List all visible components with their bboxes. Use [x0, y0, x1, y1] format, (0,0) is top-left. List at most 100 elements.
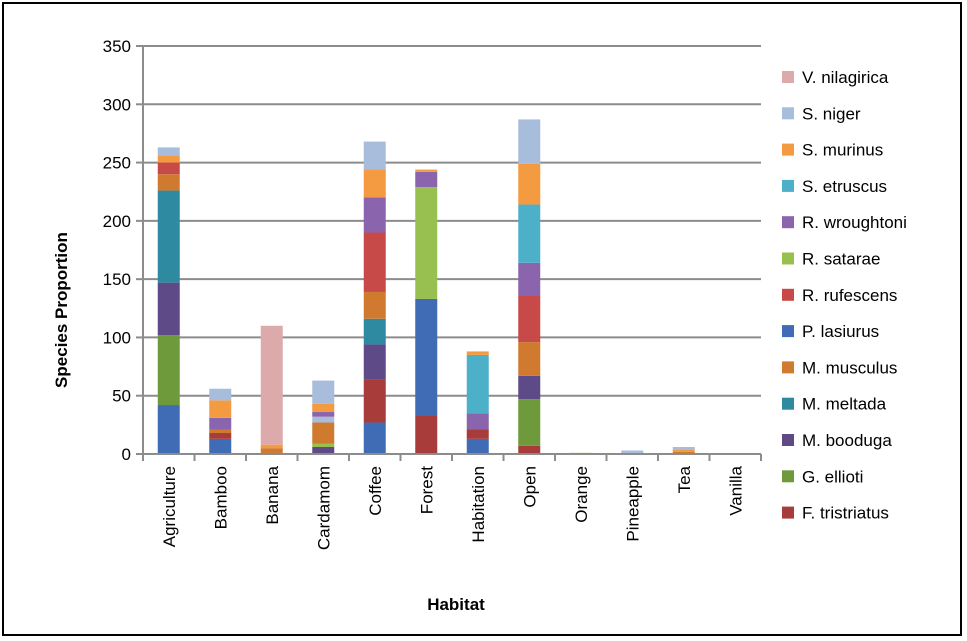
legend-label: P. lasiurus — [802, 322, 879, 341]
axes — [142, 46, 761, 455]
bar-segment — [672, 447, 695, 450]
bar-segment — [518, 163, 541, 205]
bar-stack-open — [518, 119, 541, 454]
legend-swatch — [782, 506, 794, 519]
bar-segment — [518, 262, 541, 296]
bar-segment — [621, 450, 644, 454]
bar-segment — [363, 197, 386, 233]
bar-segment — [209, 438, 232, 454]
bar-segment — [157, 282, 180, 336]
bar-segment — [157, 190, 180, 283]
bar-stack-tea — [672, 447, 695, 454]
bar-stack-coffee — [363, 141, 386, 454]
x-tick-label: Bamboo — [211, 466, 230, 529]
bar-segment — [312, 403, 335, 413]
bar-segment — [518, 204, 541, 263]
bar-segment — [518, 295, 541, 343]
bar-segment — [312, 380, 335, 404]
legend-label: S. murinus — [802, 141, 883, 160]
bar-segment — [363, 318, 386, 345]
bar-stack-habitation — [466, 351, 489, 454]
bar-segment — [157, 335, 180, 406]
bar-segment — [312, 447, 335, 454]
bar-segment — [209, 429, 232, 434]
x-tick-label: Orange — [572, 466, 591, 523]
legend-swatch — [782, 470, 794, 483]
bar-stack-cardamom — [312, 380, 335, 454]
bar-segment — [312, 443, 335, 448]
bar-segment — [518, 342, 541, 376]
bar-segment — [415, 298, 438, 416]
legend-label: F. tristriatus — [802, 504, 889, 523]
y-axis-title: Species Proportion — [52, 232, 71, 388]
legend-label: M. booduga — [802, 431, 892, 450]
bar-segment — [260, 444, 283, 449]
bar-segment — [415, 187, 438, 299]
bar-segment — [209, 433, 232, 439]
bar-segment — [415, 171, 438, 188]
legend-swatch — [782, 216, 794, 229]
legend-swatch — [782, 434, 794, 446]
legend-label: R. wroughtoni — [802, 213, 907, 232]
x-tick-label: Coffee — [366, 466, 385, 516]
bar-segment — [518, 375, 541, 400]
y-tick-label: 50 — [112, 387, 131, 406]
x-axis-title: Habitat — [427, 595, 485, 614]
x-tick-label: Vanilla — [726, 465, 745, 515]
bars — [157, 119, 695, 454]
bar-segment — [672, 449, 695, 452]
bar-segment — [157, 147, 180, 156]
bar-segment — [260, 325, 283, 445]
legend-swatch — [782, 143, 794, 156]
bar-segment — [157, 405, 180, 454]
bar-segment — [415, 169, 438, 172]
legend-swatch — [782, 288, 794, 301]
legend-swatch — [782, 397, 794, 410]
bar-segment — [312, 416, 335, 423]
bar-stack-forest — [415, 169, 438, 454]
legend-label: G. ellioti — [802, 467, 863, 486]
bar-segment — [363, 141, 386, 170]
x-tick-label: Tea — [675, 465, 694, 493]
legend-swatch — [782, 71, 794, 83]
legend-label: S. niger — [802, 104, 861, 123]
x-tick-label: Pineapple — [623, 466, 642, 542]
gridlines — [136, 45, 762, 461]
x-tick-label: Cardamom — [314, 466, 333, 550]
bar-segment — [363, 344, 386, 380]
bar-segment — [466, 413, 489, 430]
bar-segment — [415, 415, 438, 454]
bar-segment — [518, 445, 541, 454]
bar-stack-banana — [260, 325, 283, 454]
legend-label: M. meltada — [802, 395, 887, 414]
bar-segment — [363, 169, 386, 198]
bar-segment — [672, 451, 695, 454]
x-tick-label: Agriculture — [160, 466, 179, 547]
bar-stack-agriculture — [157, 147, 180, 454]
legend-swatch — [782, 325, 794, 338]
bar-segment — [157, 162, 180, 175]
bar-segment — [363, 291, 386, 319]
legend-swatch — [782, 252, 794, 265]
y-tick-label: 250 — [103, 154, 131, 173]
bar-segment — [466, 351, 489, 355]
bar-segment — [363, 232, 386, 292]
bar-segment — [363, 422, 386, 454]
y-tick-label: 200 — [103, 212, 131, 231]
bar-segment — [312, 422, 335, 444]
legend: V. nilagirica S. niger S. murinus S. etrusc… — [782, 68, 907, 523]
legend-swatch — [782, 107, 794, 120]
y-tick-labels: 0 50 100 150 200 250 300 350 — [103, 37, 131, 464]
y-tick-label: 150 — [103, 270, 131, 289]
y-tick-label: 0 — [122, 445, 131, 464]
legend-swatch — [782, 361, 794, 374]
bar-segment — [363, 379, 386, 423]
x-tick-labels: Agriculture Bamboo Banana Cardamom Coffee For… — [160, 465, 746, 550]
bar-segment — [157, 174, 180, 191]
legend-label: R. satarae — [802, 250, 880, 269]
legend-label: S. etruscus — [802, 177, 887, 196]
bar-segment — [209, 388, 232, 401]
bar-segment — [209, 400, 232, 418]
bar-segment — [209, 417, 232, 430]
y-tick-label: 100 — [103, 328, 131, 347]
